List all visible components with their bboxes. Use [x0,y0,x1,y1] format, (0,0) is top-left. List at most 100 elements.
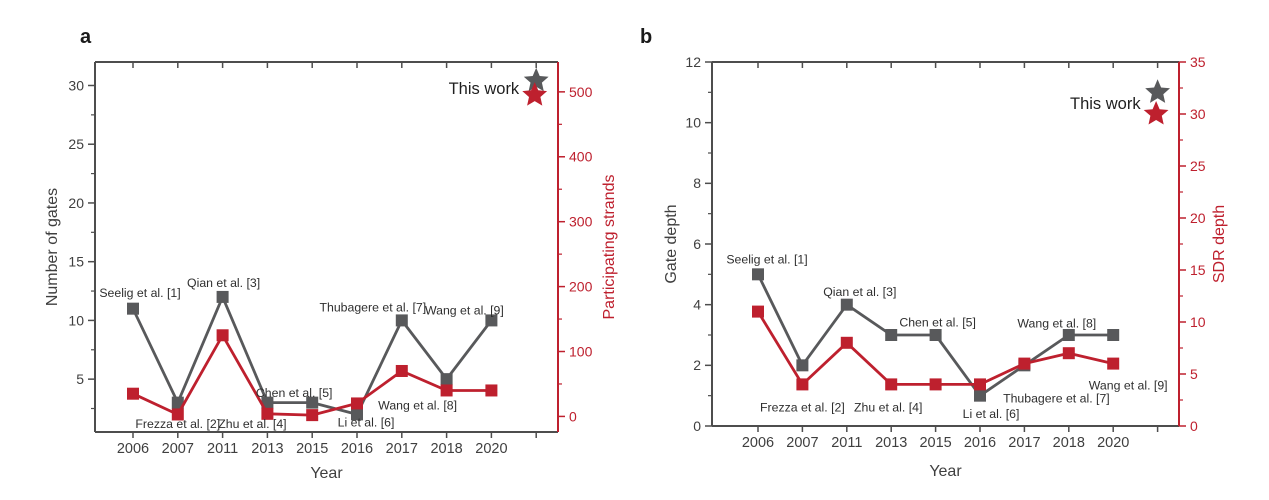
left-axis-title: Number of gates [44,188,61,306]
right-tick-label: 35 [1190,54,1206,70]
x-tick-label: 2018 [430,441,462,457]
panel-b-letter: b [640,26,653,48]
right-tick-label: 0 [569,408,577,424]
annotation-label: Zhu et al. [4] [854,400,922,414]
marker-square-left [306,396,319,409]
marker-square-right [885,378,898,391]
marker-square-right [440,384,453,397]
marker-square-left [929,329,942,341]
right-tick-label: 20 [1190,210,1206,226]
x-tick-label: 2016 [964,435,996,451]
marker-square-left [796,359,809,372]
marker-square-right [752,305,764,318]
marker-square-right [351,397,363,410]
marker-square-right [171,408,184,421]
marker-square-right [216,329,229,342]
x-tick-label: 2006 [742,435,774,451]
axis-spines-gray [94,61,558,433]
right-tick-label: 400 [569,149,593,165]
marker-square-right [929,378,942,391]
annotation-label: Chen et al. [5] [899,315,976,329]
x-tick-label: 2007 [162,441,194,457]
axis-spines-gray [711,61,1179,427]
x-tick-label: 2015 [919,435,951,451]
right-axis-title: SDR depth [1211,205,1228,283]
marker-square-right [261,407,274,420]
marker-square-left [261,396,274,409]
marker-square-left [1107,329,1120,341]
left-tick-label: 10 [68,312,84,328]
marker-square-right [840,336,853,349]
annotation-label: Wang et al. [8] [378,398,457,412]
marker-square-left [752,268,764,281]
annotation-label: Thubagere et al. [7] [1003,392,1110,406]
annotation-label: Qian et al. [3] [187,276,260,290]
annotation-label: Li et al. [6] [963,407,1020,421]
marker-square-left [171,396,184,409]
this-work-star-red [1143,101,1169,125]
this-work-star-red [522,82,548,106]
left-tick-label: 30 [68,77,84,93]
x-tick-label: 2017 [386,441,418,457]
annotation-label: Wang et al. [9] [1089,378,1168,392]
marker-square-left [216,290,229,303]
marker-square-right [127,387,139,400]
annotation-label: Thubagere et al. [7] [319,301,426,315]
marker-square-right [1107,357,1120,370]
marker-square-right [796,378,809,391]
left-tick-label: 2 [693,357,701,373]
right-tick-label: 100 [569,343,593,359]
marker-square-left [840,298,853,311]
left-tick-label: 0 [693,418,701,434]
left-tick-label: 15 [68,254,84,270]
marker-square-right [1018,357,1031,370]
x-tick-label: 2013 [875,435,907,451]
x-tick-label: 2017 [1008,435,1040,451]
marker-square-left [974,389,986,402]
panel-b: 2006 2007 2011 2013 2015 2016 2017 2018 2020Year… [663,54,1228,480]
right-tick-label: 200 [569,278,593,294]
this-work-label: This work [449,80,520,98]
x-tick-label: 2011 [831,435,862,451]
right-tick-label: 0 [1190,418,1198,434]
left-tick-label: 8 [693,175,701,191]
annotation-label: Zhu et al. [4] [218,417,286,431]
left-tick-label: 5 [76,371,84,387]
x-tick-label: 2020 [1097,435,1129,451]
right-tick-label: 5 [1190,366,1198,382]
annotation-label: Frezza et al. [2] [135,417,220,431]
marker-square-left [351,408,363,421]
marker-square-right [485,384,498,397]
left-tick-label: 25 [68,136,84,152]
left-tick-label: 4 [693,297,701,313]
left-tick-label: 10 [685,115,701,131]
right-tick-label: 300 [569,214,593,230]
x-tick-label: 2015 [296,441,328,457]
right-tick-label: 500 [569,84,593,100]
marker-square-right [1062,347,1075,360]
left-tick-label: 20 [68,195,84,211]
annotation-label: Wang et al. [8] [1017,316,1096,330]
annotation-label: Qian et al. [3] [823,285,896,299]
marker-square-right [306,409,319,422]
x-tick-label: 2006 [117,441,149,457]
panel-a: 2006 2007 2011 2013 2015 2016 2017 2018 2020Year… [44,61,618,482]
annotation-label: Seelig et al. [1] [726,253,807,267]
annotation-label: Wang et al. [9] [425,304,504,318]
annotation-label: Li et al. [6] [338,416,395,430]
x-tick-label: 2016 [341,441,373,457]
marker-square-left [127,302,139,315]
marker-square-left [395,314,408,327]
x-tick-label: 2018 [1053,435,1085,451]
marker-square-left [485,314,498,327]
x-tick-label: 2007 [786,435,818,451]
annotation-label: Seelig et al. [1] [99,286,180,300]
panel-a-letter: a [80,26,92,48]
marker-square-left [885,329,898,341]
x-axis-title: Year [310,465,343,482]
marker-square-right [974,378,986,391]
x-tick-label: 2011 [207,441,238,457]
this-work-star-gray [1145,79,1170,103]
